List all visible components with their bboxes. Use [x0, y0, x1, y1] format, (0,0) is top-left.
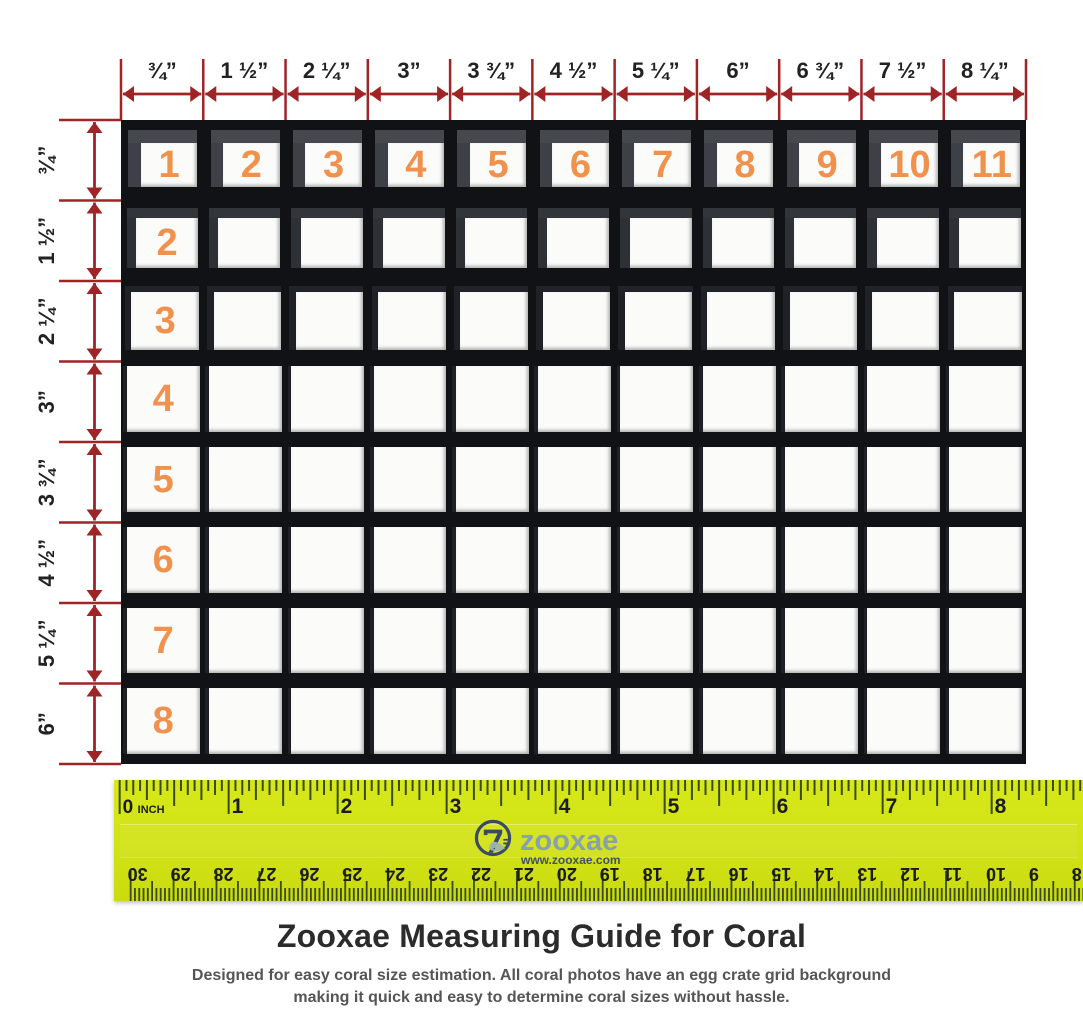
svg-text:6: 6	[777, 795, 789, 818]
svg-text:2: 2	[341, 795, 353, 818]
svg-text:10: 10	[986, 864, 1006, 884]
svg-text:6”: 6”	[34, 712, 59, 735]
svg-text:21: 21	[514, 864, 534, 884]
svg-text:2 ¼”: 2 ¼”	[303, 58, 351, 83]
svg-text:14: 14	[814, 864, 834, 884]
svg-text:6 ¾”: 6 ¾”	[796, 58, 844, 83]
svg-text:5 ¼”: 5 ¼”	[632, 58, 680, 83]
svg-text:1 ½”: 1 ½”	[34, 217, 59, 265]
svg-text:2 ¼”: 2 ¼”	[34, 297, 59, 345]
svg-text:8: 8	[995, 795, 1007, 818]
svg-text:¾”: ¾”	[147, 58, 176, 83]
svg-text:7: 7	[886, 795, 898, 818]
svg-text:4 ½”: 4 ½”	[34, 539, 59, 587]
svg-text:3 ¾”: 3 ¾”	[34, 458, 59, 506]
svg-text:20: 20	[557, 864, 577, 884]
svg-text:12: 12	[900, 864, 920, 884]
svg-text:3”: 3”	[397, 58, 420, 83]
svg-text:23: 23	[428, 864, 448, 884]
svg-text:¾”: ¾”	[34, 146, 59, 175]
svg-text:13: 13	[857, 864, 877, 884]
svg-text:1: 1	[232, 795, 244, 818]
svg-text:3”: 3”	[34, 390, 59, 413]
svg-text:11: 11	[943, 864, 962, 884]
svg-text:18: 18	[643, 864, 663, 884]
svg-text:8 ¼”: 8 ¼”	[961, 58, 1009, 83]
svg-text:5: 5	[668, 795, 680, 818]
svg-text:9: 9	[1029, 864, 1039, 884]
svg-text:4: 4	[559, 795, 571, 818]
svg-text:29: 29	[171, 864, 191, 884]
svg-text:8: 8	[1072, 864, 1082, 884]
svg-text:15: 15	[771, 864, 791, 884]
svg-text:7 ½”: 7 ½”	[879, 58, 927, 83]
svg-text:1 ½”: 1 ½”	[221, 58, 269, 83]
svg-text:16: 16	[728, 864, 748, 884]
svg-text:26: 26	[299, 864, 319, 884]
svg-text:0: 0	[123, 797, 134, 818]
svg-text:6”: 6”	[726, 58, 749, 83]
svg-text:3 ¾”: 3 ¾”	[467, 58, 515, 83]
svg-text:3: 3	[450, 795, 462, 818]
svg-text:28: 28	[213, 864, 233, 884]
svg-text:25: 25	[342, 864, 362, 884]
svg-text:24: 24	[385, 864, 405, 884]
svg-text:30: 30	[128, 864, 148, 884]
svg-text:17: 17	[686, 864, 706, 884]
svg-text:4 ½”: 4 ½”	[550, 58, 598, 83]
svg-text:5 ¼”: 5 ¼”	[34, 619, 59, 667]
svg-text:27: 27	[256, 864, 276, 884]
svg-text:19: 19	[600, 864, 620, 884]
svg-text:22: 22	[471, 864, 491, 884]
svg-text:INCH: INCH	[138, 804, 165, 816]
